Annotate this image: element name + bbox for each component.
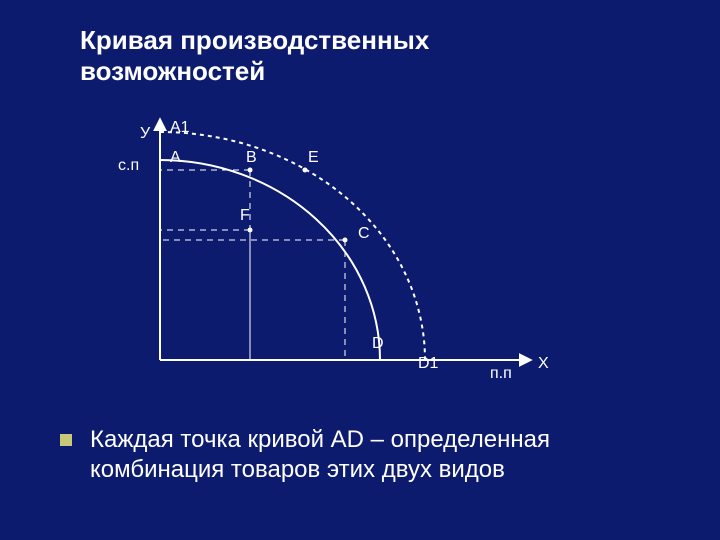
- slide-title: Кривая производственных возможностей: [80, 25, 429, 87]
- svg-text:п.п: п.п: [490, 365, 512, 382]
- ppf-svg: У А1 Ас.п В Е F С D D1 п.п Х: [110, 120, 550, 400]
- svg-text:А: А: [170, 149, 181, 166]
- svg-text:В: В: [246, 149, 257, 166]
- svg-text:А1: А1: [170, 119, 190, 136]
- svg-text:У: У: [140, 125, 151, 142]
- slide: Кривая производственных возможностей У А1…: [0, 0, 720, 540]
- svg-text:Х: Х: [538, 355, 549, 372]
- bullet-text: Каждая точка кривой AD – определенная ко…: [90, 425, 680, 485]
- svg-text:D: D: [372, 335, 384, 352]
- ppf-diagram: У А1 Ас.п В Е F С D D1 п.п Х: [110, 120, 550, 400]
- title-line-2: возможностей: [80, 56, 265, 86]
- bullet-row: Каждая точка кривой AD – определенная ко…: [60, 425, 680, 485]
- svg-text:С: С: [358, 225, 370, 242]
- svg-text:с.п: с.п: [118, 157, 139, 174]
- svg-text:D1: D1: [418, 355, 439, 372]
- bullet-icon: [60, 434, 72, 446]
- svg-text:Е: Е: [308, 149, 319, 166]
- title-line-1: Кривая производственных: [80, 25, 429, 55]
- svg-text:F: F: [240, 207, 250, 224]
